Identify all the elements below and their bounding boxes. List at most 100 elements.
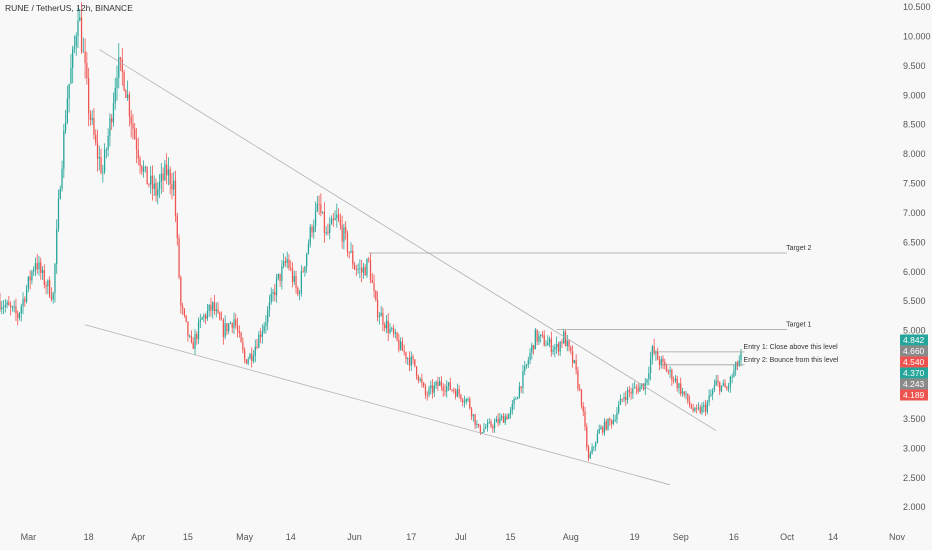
- candle-body: [688, 401, 691, 405]
- candle-82: [144, 165, 147, 173]
- candle-115: [203, 313, 205, 323]
- candle-148: [261, 324, 264, 344]
- candle-280: [495, 415, 498, 423]
- candle-285: [504, 413, 506, 426]
- candle-145: [256, 338, 258, 350]
- candle-105: [185, 315, 187, 323]
- candle-body: [605, 421, 607, 430]
- candle-body: [189, 335, 191, 337]
- candle-body: [73, 46, 76, 49]
- price-badge-bg: [900, 378, 928, 390]
- trendlines-layer: [84, 49, 717, 486]
- candle-17: [29, 270, 31, 290]
- candle-body: [341, 225, 343, 242]
- candle-body: [653, 346, 655, 354]
- candle-body: [135, 139, 138, 150]
- candle-body: [481, 432, 483, 434]
- candle-219: [387, 312, 389, 342]
- candle-body: [529, 352, 531, 361]
- candle-body: [499, 417, 501, 423]
- candle-269: [476, 420, 478, 429]
- candle-158: [279, 273, 281, 287]
- candle-body: [109, 118, 111, 136]
- candle-266: [470, 406, 473, 421]
- trendline-1[interactable]: [84, 324, 671, 486]
- candle-body: [180, 277, 182, 306]
- candle-232: [410, 351, 412, 371]
- candle-71: [125, 89, 127, 99]
- candle-235: [415, 365, 418, 380]
- x-tick-label: Sep: [673, 532, 689, 542]
- candle-9: [15, 298, 17, 322]
- candle-296: [524, 361, 526, 376]
- candle-body: [738, 360, 740, 366]
- candle-body: [710, 394, 712, 396]
- candle-126: [222, 317, 225, 345]
- candle-body: [334, 217, 336, 221]
- candle-body: [321, 211, 324, 213]
- candle-383: [678, 382, 680, 394]
- candle-0: [0, 292, 1, 312]
- candle-body: [632, 388, 634, 394]
- candle-138: [243, 347, 246, 364]
- price-badge-3: 4.370: [900, 367, 928, 379]
- candle-body: [282, 261, 285, 267]
- candle-188: [332, 212, 334, 227]
- candle-body: [17, 313, 19, 318]
- candle-16: [27, 276, 30, 293]
- candle-body: [284, 261, 287, 263]
- candle-body: [538, 336, 540, 342]
- candle-215: [380, 305, 382, 317]
- candle-body: [261, 331, 264, 337]
- candle-body: [376, 299, 379, 318]
- candle-body: [442, 386, 444, 391]
- candle-body: [389, 328, 391, 333]
- candle-284: [502, 412, 505, 423]
- candle-30: [52, 291, 54, 304]
- candle-149: [263, 322, 265, 334]
- candle-181: [320, 193, 322, 217]
- candle-body: [621, 398, 623, 400]
- candle-410: [726, 385, 728, 391]
- candle-body: [102, 171, 104, 173]
- candle-body: [552, 349, 554, 352]
- candle-body: [667, 371, 669, 373]
- candle-252: [446, 380, 448, 398]
- trendline-0[interactable]: [99, 49, 717, 432]
- candle-233: [412, 354, 414, 365]
- candle-body: [121, 59, 123, 72]
- candle-2: [2, 300, 5, 315]
- y-tick-label: 3.500: [903, 414, 926, 424]
- candle-body: [518, 386, 521, 398]
- candle-body: [290, 268, 292, 269]
- candle-body: [541, 334, 544, 336]
- candle-body: [575, 360, 577, 371]
- candle-body: [233, 319, 235, 328]
- candle-313: [554, 343, 556, 358]
- candle-283: [501, 414, 503, 421]
- candle-body: [623, 397, 625, 400]
- candle-body: [213, 302, 216, 312]
- candle-58: [102, 164, 104, 183]
- candle-265: [469, 396, 471, 410]
- candle-body: [353, 264, 356, 270]
- candle-body: [295, 276, 297, 288]
- candle-body: [228, 323, 230, 332]
- candle-body: [251, 353, 253, 361]
- candle-body: [217, 309, 219, 313]
- candle-body: [446, 385, 448, 392]
- candle-body: [64, 122, 67, 131]
- candle-274: [485, 424, 487, 430]
- candle-49: [86, 51, 88, 85]
- y-tick-label: 10.500: [903, 2, 931, 12]
- candle-body: [96, 142, 99, 159]
- x-tick-label: Jun: [347, 532, 362, 542]
- candle-body: [314, 210, 317, 227]
- candle-body: [704, 405, 707, 412]
- candle-98: [173, 171, 175, 197]
- candle-body: [657, 351, 659, 360]
- candle-46: [80, 2, 83, 54]
- candle-body: [369, 259, 372, 281]
